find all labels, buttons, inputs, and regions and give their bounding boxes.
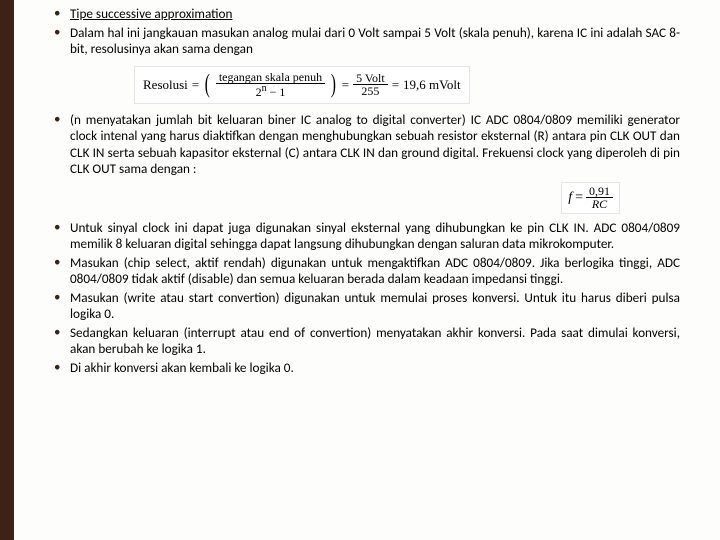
equation-resolution: Resolusi = ( tegangan skala penuh 2n − 1… xyxy=(134,66,680,104)
bullet-text: Tipe successive approximation xyxy=(70,5,232,22)
eq-lhs: Resolusi xyxy=(143,77,188,93)
eq2-num: 0,91 xyxy=(586,185,613,199)
bullet-item: Sedangkan keluaran (interrupt atau end o… xyxy=(54,325,680,358)
bullet-list-bottom: Untuk sinyal clock ini dapat juga diguna… xyxy=(54,220,680,377)
bullet-item: Tipe successive approximation xyxy=(54,6,680,23)
bullet-text: Sedangkan keluaran (interrupt atau end o… xyxy=(70,324,680,358)
eq-den2: 255 xyxy=(358,85,382,98)
bullet-item: Masukan (chip select, aktif rendah) digu… xyxy=(54,255,680,288)
eq2-lhs: f xyxy=(568,190,572,206)
bullet-item: Di akhir konversi akan kembali ke logika… xyxy=(54,360,680,377)
eq-num2: 5 Volt xyxy=(353,72,388,86)
bullet-list-mid: (n menyatakan jumlah bit keluaran biner … xyxy=(54,112,680,178)
bullet-list-top: Tipe successive approximation Dalam hal … xyxy=(54,6,680,58)
equation-frequency: f = 0,91 RC xyxy=(54,182,620,214)
eq-den: 2n − 1 xyxy=(253,84,289,99)
bullet-item: Dalam hal ini jangkauan masukan analog m… xyxy=(54,25,680,58)
bullet-item: Untuk sinyal clock ini dapat juga diguna… xyxy=(54,220,680,253)
bullet-text: (n menyatakan jumlah bit keluaran biner … xyxy=(70,111,680,178)
eq2-den: RC xyxy=(589,198,610,211)
bullet-item: (n menyatakan jumlah bit keluaran biner … xyxy=(54,112,680,178)
slide: Tipe successive approximation Dalam hal … xyxy=(0,0,720,540)
equation-image: f = 0,91 RC xyxy=(561,182,620,214)
bullet-text: Di akhir konversi akan kembali ke logika… xyxy=(70,359,294,376)
eq-rhs: 19,6 mVolt xyxy=(403,77,461,93)
eq-num: tegangan skala penuh xyxy=(216,71,325,85)
eq-fraction-2: 5 Volt 255 xyxy=(353,72,388,98)
bullet-text: Masukan (write atau start convertion) di… xyxy=(70,289,680,323)
equation-image: Resolusi = ( tegangan skala penuh 2n − 1… xyxy=(134,66,470,104)
bullet-item: Masukan (write atau start convertion) di… xyxy=(54,290,680,323)
eq2-fraction: 0,91 RC xyxy=(586,185,613,211)
bullet-text: Masukan (chip select, aktif rendah) digu… xyxy=(70,254,680,288)
bullet-text: Dalam hal ini jangkauan masukan analog m… xyxy=(70,24,680,58)
eq-fraction-1: tegangan skala penuh 2n − 1 xyxy=(216,71,325,99)
bullet-text: Untuk sinyal clock ini dapat juga diguna… xyxy=(70,219,680,253)
